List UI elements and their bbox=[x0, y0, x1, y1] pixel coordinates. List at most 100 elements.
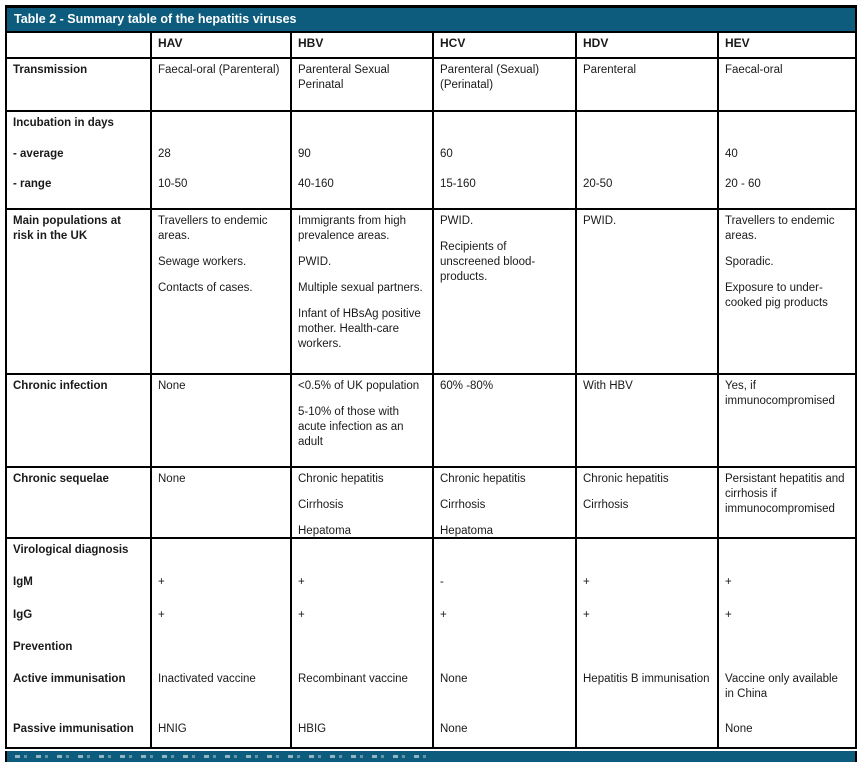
data-cell-hbv: 90 40-160 bbox=[290, 112, 432, 208]
data-cell-hcv: HCV bbox=[432, 33, 575, 57]
table-section-main-populations-at-risk: Main populations at risk in the UK Travel… bbox=[7, 208, 855, 373]
data-cell-hav: None bbox=[150, 468, 290, 539]
data-cell-hev: + + Vaccine only available in China None bbox=[717, 539, 855, 747]
sub-row-value: Inactivated vaccine bbox=[158, 673, 256, 686]
cell-paragraph: PWID. bbox=[440, 215, 474, 227]
table-sections: HAV HBV HCV HDV HEV Transmission Faecal-oral (… bbox=[7, 33, 855, 747]
sub-row-value: 10-50 bbox=[158, 178, 188, 191]
row-label-cell: Main populations at risk in the UK bbox=[13, 215, 121, 242]
sub-row-value bbox=[583, 147, 711, 178]
data-cell-hcv: PWID. Recipients of unscreened blood-prod… bbox=[432, 210, 575, 373]
data-cell-hdv: HDV bbox=[575, 33, 717, 57]
sub-row-value: 20 - 60 bbox=[725, 178, 761, 191]
data-cell-hav: 28 10-50 bbox=[150, 112, 290, 208]
sub-row-label: IgM bbox=[13, 576, 33, 589]
row-label-cell: Chronic sequelae bbox=[13, 473, 109, 485]
cell-paragraph: With HBV bbox=[583, 380, 633, 392]
data-cell-hav: HAV bbox=[150, 33, 290, 57]
sub-row-value: Recombinant vaccine bbox=[298, 673, 408, 686]
sub-row-label: Passive immunisation bbox=[13, 722, 134, 735]
data-cell-hbv: Chronic hepatitis Cirrhosis Hepatoma bbox=[290, 468, 432, 539]
data-cell-hav: Faecal-oral (Parenteral) bbox=[150, 59, 290, 110]
cell-paragraph: Chronic hepatitis bbox=[440, 473, 526, 485]
cell-paragraph: Exposure to under-cooked pig products bbox=[725, 282, 828, 309]
sub-row-value bbox=[725, 543, 849, 575]
data-cell-hev: Yes, if immunocompromised bbox=[717, 375, 855, 466]
sub-row-value: 90 bbox=[298, 147, 311, 160]
sub-row-value bbox=[298, 543, 426, 575]
data-cell-hdv: + + Hepatitis B immunisation bbox=[575, 539, 717, 747]
data-cell-hav: None bbox=[150, 375, 290, 466]
sub-row-value: + bbox=[583, 576, 590, 589]
row-label-cell: Chronic infection bbox=[13, 380, 108, 392]
data-cell-hbv: Parenteral Sexual Perinatal bbox=[290, 59, 432, 110]
cell-paragraph: Travellers to endemic areas. bbox=[158, 215, 268, 242]
sub-row-value bbox=[583, 640, 711, 672]
sub-row-label: - average bbox=[13, 147, 64, 160]
cell-paragraph: Hepatoma bbox=[440, 525, 494, 537]
sub-row-value: 40 bbox=[725, 147, 738, 160]
sub-row-value bbox=[583, 543, 711, 575]
table-section-chronic-sequelae: Chronic sequelae None Chronic hepatitis Cir… bbox=[7, 466, 855, 539]
sub-row-label: Incubation in days bbox=[13, 117, 114, 129]
cell-paragraph: Travellers to endemic areas. bbox=[725, 215, 835, 242]
data-cell-hcv: 60% -80% bbox=[432, 375, 575, 466]
sub-row-value bbox=[440, 543, 569, 575]
cell-paragraph: <0.5% of UK population bbox=[298, 380, 420, 392]
sub-row-label: - range bbox=[13, 178, 52, 191]
sub-row-label: Virological diagnosis bbox=[13, 544, 129, 556]
cell-paragraph: Chronic hepatitis bbox=[583, 473, 669, 485]
cell-paragraph: Multiple sexual partners. bbox=[298, 282, 423, 294]
sub-row-value: None bbox=[440, 673, 468, 686]
sub-row-value bbox=[158, 116, 284, 147]
next-table-clipped-header-bar bbox=[5, 751, 857, 762]
cell-paragraph: Faecal-oral (Parenteral) bbox=[158, 64, 280, 76]
cell-paragraph: None bbox=[158, 473, 186, 485]
data-cell-hav: Travellers to endemic areas. Sewage worke… bbox=[150, 210, 290, 373]
sub-row-value: 20-50 bbox=[583, 178, 613, 191]
cell-paragraph: Faecal-oral bbox=[725, 64, 783, 76]
data-cell-hdv: Parenteral bbox=[575, 59, 717, 110]
cell-paragraph: Parenteral Sexual Perinatal bbox=[298, 64, 390, 91]
sub-row-value: + bbox=[583, 608, 590, 621]
data-cell-hdv: 20-50 bbox=[575, 112, 717, 208]
data-cell-hev: 40 20 - 60 bbox=[717, 112, 855, 208]
data-cell-hdv: With HBV bbox=[575, 375, 717, 466]
cell-paragraph: Infant of HBsAg positive mother. Health-… bbox=[298, 308, 421, 350]
table-section-incubation: Incubation in days - average - range 28 10-5… bbox=[7, 110, 855, 208]
sub-row-value: - bbox=[440, 576, 444, 589]
data-cell-hdv: Chronic hepatitis Cirrhosis bbox=[575, 468, 717, 539]
cell-paragraph: Immigrants from high prevalence areas. bbox=[298, 215, 407, 242]
cell-paragraph: Sporadic. bbox=[725, 256, 774, 268]
table-section-transmission: Transmission Faecal-oral (Parenteral) Pare… bbox=[7, 57, 855, 110]
sub-row-value: + bbox=[158, 576, 165, 589]
sub-row-label: IgG bbox=[13, 608, 33, 621]
sub-row-value: None bbox=[725, 722, 753, 735]
sub-row-value: HBIG bbox=[298, 722, 327, 735]
sub-row-value: + bbox=[725, 608, 732, 621]
sub-row-value bbox=[158, 543, 284, 575]
sub-row-value: 40-160 bbox=[298, 178, 334, 191]
data-cell-hev: HEV bbox=[717, 33, 855, 57]
cell-paragraph: PWID. bbox=[298, 256, 332, 268]
sub-row-value: + bbox=[298, 576, 305, 589]
table-section-column-header: HAV HBV HCV HDV HEV bbox=[7, 33, 855, 57]
data-cell-hbv: Immigrants from high prevalence areas. PW… bbox=[290, 210, 432, 373]
table-section-virological-diagnosis-prevention: Virological diagnosis IgM IgG Prevention Act… bbox=[7, 537, 855, 747]
sub-row-value bbox=[298, 116, 426, 147]
sub-row-value bbox=[440, 116, 569, 147]
sub-row-value: 28 bbox=[158, 147, 171, 160]
sub-row-value: + bbox=[725, 576, 732, 589]
cell-paragraph: 60% -80% bbox=[440, 380, 494, 392]
sub-row-value: + bbox=[298, 608, 305, 621]
data-cell-hbv: + + Recombinant vaccine HBIG bbox=[290, 539, 432, 747]
sub-row-value bbox=[158, 640, 284, 672]
sub-row-value: HNIG bbox=[158, 722, 187, 735]
cell-paragraph: Contacts of cases. bbox=[158, 282, 253, 294]
data-cell-hev: Faecal-oral bbox=[717, 59, 855, 110]
sub-row-value: 15-160 bbox=[440, 178, 476, 191]
sub-row-value bbox=[440, 640, 569, 672]
sub-row-value: 60 bbox=[440, 147, 453, 160]
cell-paragraph: Cirrhosis bbox=[298, 499, 344, 511]
